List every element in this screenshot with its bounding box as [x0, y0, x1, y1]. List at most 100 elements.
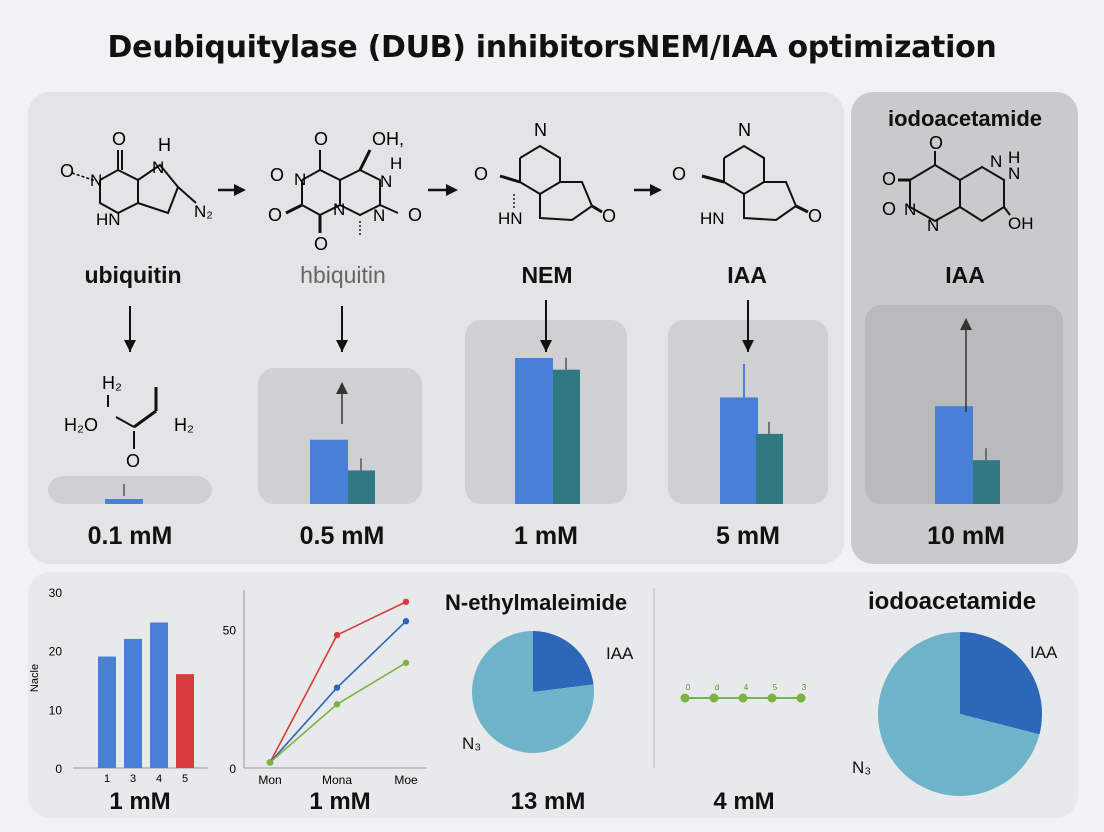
divider	[653, 588, 655, 768]
pie-slice-label: IAA	[1030, 643, 1058, 662]
concentration-label: 10 mM	[927, 522, 1005, 550]
series-line	[269, 620, 407, 763]
hbiquitin-structure: O OH, O N H N N N O O O	[268, 129, 422, 254]
y-tick-label: 30	[49, 586, 63, 600]
bar	[98, 656, 116, 768]
bar	[935, 406, 973, 504]
y-tick-label: 0	[229, 762, 236, 776]
step-label: ubiquitin	[84, 262, 182, 288]
x-tick-label: 5	[182, 773, 188, 785]
atom-label: O	[408, 205, 422, 225]
concentration-label: 4 mM	[713, 788, 775, 815]
atom-label: H	[1008, 148, 1020, 167]
pie-slice	[960, 632, 1042, 735]
point-label: 5	[773, 683, 778, 692]
concentration-label: 0.5 mM	[299, 522, 385, 550]
atom-label: OH	[1008, 214, 1034, 233]
atom-label: O	[126, 451, 140, 471]
x-tick-label: 1	[104, 773, 110, 785]
y-axis-label: Nacle	[29, 664, 41, 692]
bar	[515, 358, 553, 504]
x-tick-label: Mona	[322, 773, 352, 787]
atom-label: H₂O	[64, 415, 98, 435]
atom-label: O	[314, 234, 328, 254]
atom-label: O	[112, 129, 126, 149]
x-tick-label: Mon	[258, 773, 281, 787]
step-label: IAA	[945, 262, 985, 288]
atom-label: O	[270, 165, 284, 185]
step-label: NEM	[521, 262, 573, 288]
step-label: hbiquitin	[300, 262, 386, 288]
data-point	[333, 631, 341, 639]
bar	[105, 499, 143, 504]
atom-label: N	[152, 158, 164, 177]
atom-label: N	[373, 206, 385, 225]
atom-label: O	[60, 161, 74, 181]
series-line	[269, 601, 407, 763]
atom-label: O	[808, 206, 822, 226]
atom-label: HN	[498, 209, 523, 228]
atom-label: HN	[96, 210, 121, 229]
concentration-label: 5 mM	[716, 522, 780, 550]
dot-line-chart: 0 d 4 5 3	[680, 683, 807, 703]
iodoacetamide-structure: O N N H O O N N OH	[882, 135, 1034, 235]
data-point	[402, 618, 410, 625]
concentration-bar-chart	[48, 184, 1063, 504]
bar	[310, 439, 348, 504]
arrow-right-icon	[650, 184, 662, 196]
concentration-label: 0.1 mM	[87, 522, 173, 550]
concentration-label: 1 mM	[309, 788, 371, 815]
x-tick-label: 3	[130, 773, 136, 785]
atom-label: H₂	[102, 373, 122, 393]
y-tick-label: 0	[55, 762, 62, 776]
bar	[150, 622, 168, 768]
atom-label: O	[314, 129, 328, 149]
nem-pie-title: N-ethylmaleimide	[445, 590, 628, 615]
atom-label: O	[882, 199, 896, 219]
bar	[176, 674, 194, 768]
iaa-structure: N O HN O	[672, 120, 822, 228]
series-line	[269, 662, 407, 764]
atom-label: O	[929, 135, 943, 153]
data-point	[402, 598, 410, 606]
y-tick-label: 10	[49, 703, 63, 717]
atom-label: N	[738, 120, 751, 140]
arrow-down-icon	[124, 340, 136, 352]
atom-label: N	[1008, 164, 1020, 183]
atom-label: N	[990, 152, 1002, 171]
x-tick-label: 4	[156, 773, 162, 785]
y-tick-label: 50	[223, 624, 237, 638]
concentration-label: 1 mM	[514, 522, 578, 550]
iodoacetamide-pie-title: iodoacetamide	[868, 588, 1037, 615]
y-tick-label: 20	[49, 645, 63, 659]
arrow-down-icon	[742, 340, 754, 352]
ubiquitin-structure: O H O N N N₂ HN	[60, 129, 213, 229]
arrow-down-icon	[540, 340, 552, 352]
atom-label: H₂	[174, 415, 194, 435]
atom-label: O	[882, 169, 896, 189]
arrow-right-icon	[234, 184, 246, 196]
atom-label: HN	[700, 209, 725, 228]
bar	[348, 470, 375, 504]
bar-card	[48, 476, 212, 504]
bar	[553, 369, 580, 504]
bar	[756, 433, 783, 504]
data-point	[796, 693, 806, 703]
pie-slice-label: N₃	[462, 734, 482, 753]
data-point	[738, 693, 748, 703]
atom-label: N	[90, 171, 102, 190]
nem-pie-chart	[472, 631, 594, 753]
atom-label: N	[534, 120, 547, 140]
page-title: Deubiquitylase (DUB) inhibitorsNEM/IAA o…	[107, 30, 997, 65]
small-bar-chart: 0 10 20 30 Nacle 1 3 4 5	[29, 586, 208, 785]
step-label: IAA	[727, 262, 767, 288]
atom-label: O	[474, 164, 488, 184]
data-point	[680, 693, 690, 703]
atom-label: H	[390, 154, 402, 173]
atom-label: H	[158, 135, 171, 155]
atom-label: N	[333, 200, 345, 219]
arrow-up-icon	[960, 318, 972, 330]
bar	[973, 460, 1000, 504]
atom-label: O	[602, 206, 616, 226]
point-label: d	[715, 683, 719, 692]
